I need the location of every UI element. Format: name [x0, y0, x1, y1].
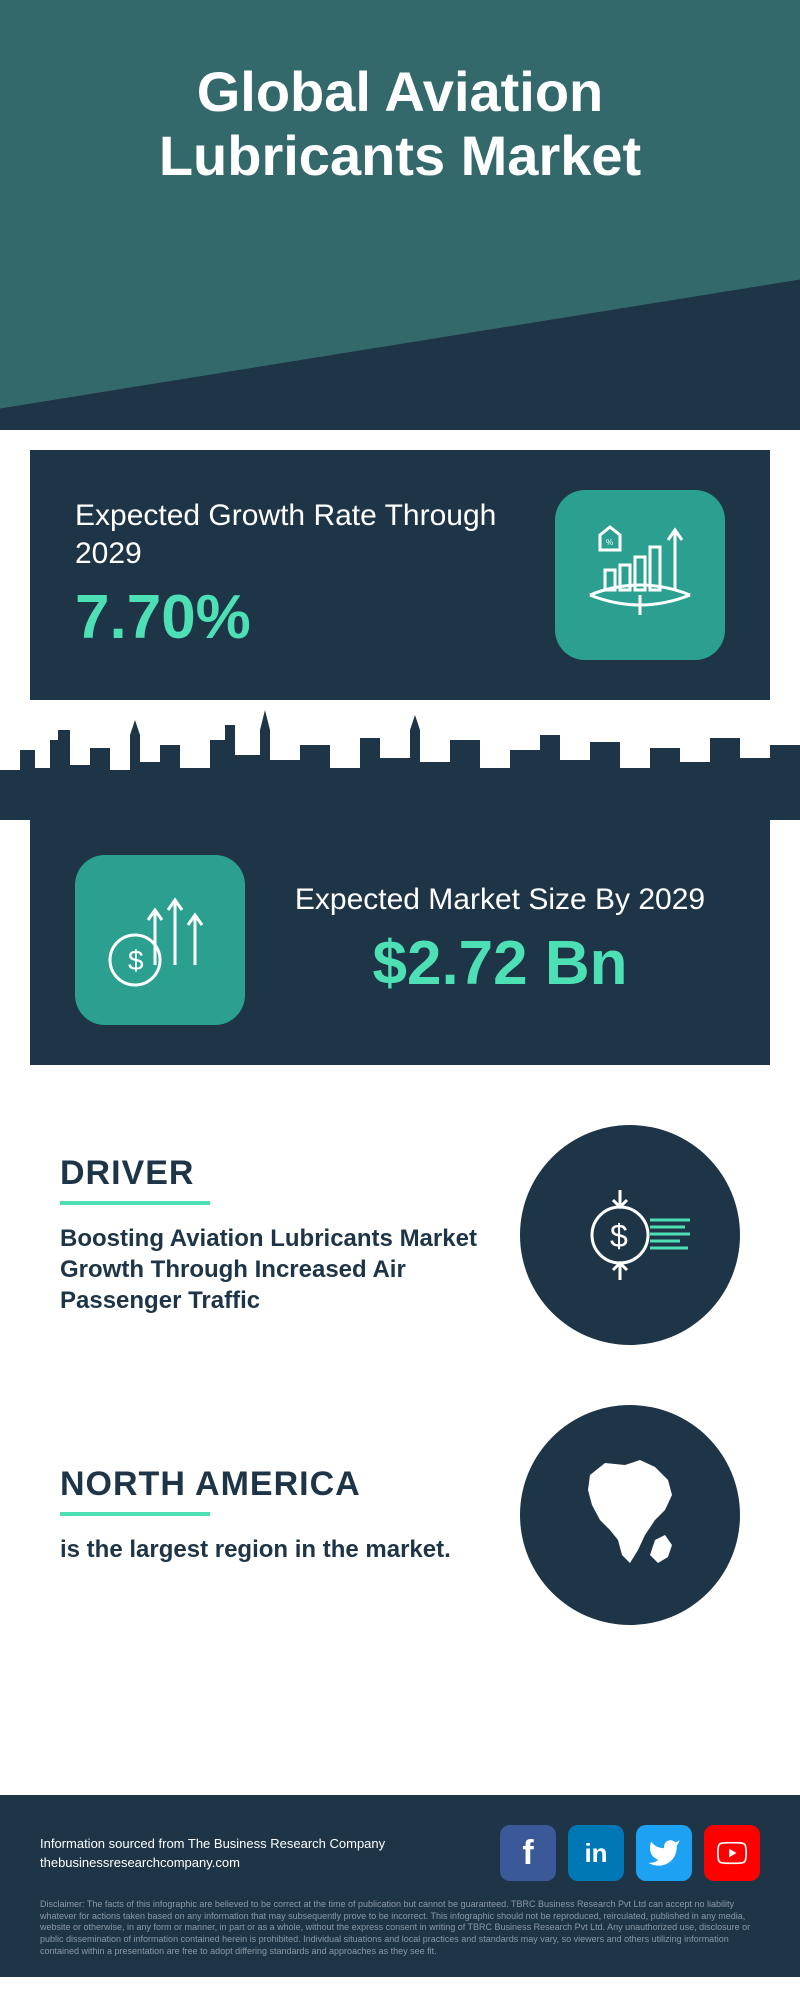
region-heading: NORTH AMERICA: [60, 1465, 490, 1504]
growth-rate-panel: Expected Growth Rate Through 2029 7.70% …: [30, 450, 770, 700]
market-size-panel: $ Expected Market Size By 2029 $2.72 Bn: [30, 815, 770, 1065]
growth-rate-text: Expected Growth Rate Through 2029 7.70%: [75, 497, 555, 653]
market-size-icon: $: [75, 855, 245, 1025]
svg-text:$: $: [610, 1218, 628, 1254]
driver-underline: [60, 1201, 210, 1205]
market-size-text: Expected Market Size By 2029 $2.72 Bn: [275, 881, 725, 1000]
growth-chart-icon: %: [555, 490, 725, 660]
footer-source: Information sourced from The Business Re…: [40, 1834, 385, 1873]
driver-body: Boosting Aviation Lubricants Market Grow…: [60, 1223, 490, 1317]
infographic-root: Global Aviation Lubricants Market Expect…: [0, 0, 800, 1977]
footer-row: Information sourced from The Business Re…: [40, 1825, 760, 1881]
title-line-2: Lubricants Market: [159, 124, 641, 187]
skyline-divider: [0, 700, 800, 820]
growth-rate-value: 7.70%: [75, 582, 555, 653]
youtube-icon[interactable]: [704, 1825, 760, 1881]
svg-text:%: %: [606, 538, 613, 547]
globe-north-america-icon: [520, 1405, 740, 1625]
growth-rate-label: Expected Growth Rate Through 2029: [75, 497, 555, 572]
linkedin-label: in: [584, 1838, 607, 1869]
region-text: NORTH AMERICA is the largest region in t…: [60, 1465, 490, 1565]
social-links: f in: [500, 1825, 760, 1881]
region-underline: [60, 1512, 210, 1516]
footer-source-line1: Information sourced from The Business Re…: [40, 1836, 385, 1851]
market-size-label: Expected Market Size By 2029: [275, 881, 725, 919]
facebook-label: f: [522, 1834, 533, 1873]
disclaimer-text: Disclaimer: The facts of this infographi…: [40, 1899, 760, 1957]
driver-heading: DRIVER: [60, 1154, 490, 1193]
driver-text: DRIVER Boosting Aviation Lubricants Mark…: [60, 1154, 490, 1317]
market-size-value: $2.72 Bn: [275, 928, 725, 999]
region-section: NORTH AMERICA is the largest region in t…: [0, 1375, 800, 1655]
twitter-icon[interactable]: [636, 1825, 692, 1881]
linkedin-icon[interactable]: in: [568, 1825, 624, 1881]
page-title: Global Aviation Lubricants Market: [0, 60, 800, 189]
footer-source-line2: thebusinessresearchcompany.com: [40, 1855, 240, 1870]
region-body: is the largest region in the market.: [60, 1534, 490, 1565]
footer: Information sourced from The Business Re…: [0, 1795, 800, 1977]
driver-section: DRIVER Boosting Aviation Lubricants Mark…: [0, 1095, 800, 1375]
dollar-exchange-icon: $: [520, 1125, 740, 1345]
facebook-icon[interactable]: f: [500, 1825, 556, 1881]
title-line-1: Global Aviation: [197, 60, 604, 123]
header: Global Aviation Lubricants Market: [0, 0, 800, 430]
svg-text:$: $: [128, 945, 144, 976]
